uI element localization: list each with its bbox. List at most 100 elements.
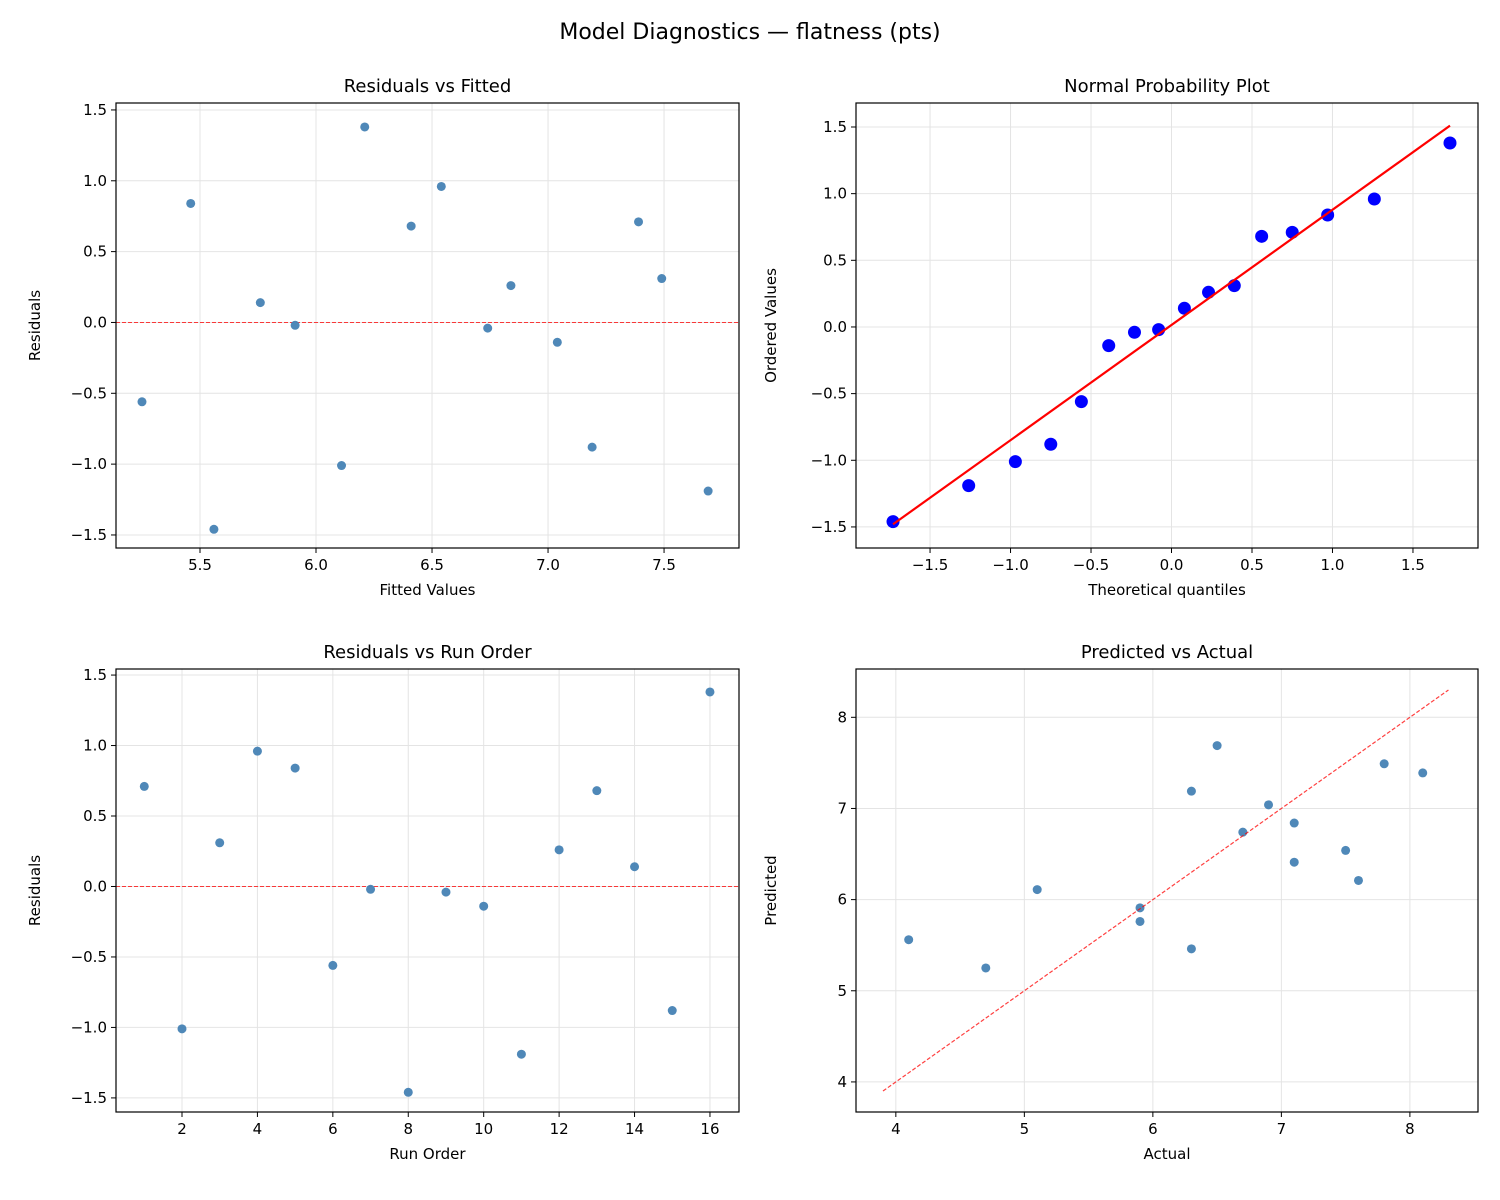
data-point: [337, 461, 347, 471]
subplot-3: 2 4 6 8 10 12 14 16 −1.5 −1.0 −0.5 0.0 0.5 1.0 1.5 Resi…: [26, 642, 740, 1163]
axes-frame: [855, 102, 1479, 549]
y-axis-label: Predicted: [762, 855, 780, 925]
x-tick-label: −1.0: [992, 556, 1028, 574]
x-tick-label: −0.5: [1073, 556, 1109, 574]
y-tick-label: 1.5: [83, 666, 107, 684]
data-point: [1177, 301, 1191, 315]
subplot-title: Predicted vs Actual: [1081, 642, 1253, 663]
data-point: [1367, 192, 1381, 206]
data-point: [406, 221, 416, 231]
x-tick-label: 6.0: [304, 556, 328, 574]
data-point: [1127, 325, 1141, 339]
data-point: [209, 524, 219, 534]
x-tick-label: 6.5: [420, 556, 444, 574]
y-tick-label: −0.5: [811, 385, 847, 403]
data-point: [1044, 437, 1058, 451]
reference-line: [892, 124, 1451, 526]
axes-frame: [115, 102, 740, 549]
figure-title: Model Diagnostics — flatness (pts): [559, 20, 941, 45]
x-tick-label: 7.0: [536, 556, 560, 574]
y-tick-label: 0.5: [83, 243, 107, 261]
data-point: [1212, 741, 1222, 751]
data-point: [290, 763, 300, 773]
x-tick-label: −1.5: [912, 556, 948, 574]
data-point: [1289, 818, 1299, 828]
data-point: [177, 1024, 187, 1034]
data-point: [1202, 285, 1216, 299]
data-point: [137, 397, 147, 407]
data-point: [441, 887, 451, 897]
axes-frame: [855, 668, 1479, 1113]
y-tick-label: 6: [837, 891, 847, 909]
y-axis-label: Residuals: [26, 290, 44, 361]
data-point: [1264, 800, 1274, 810]
x-tick-label: 5: [1020, 1120, 1030, 1138]
x-tick-label: 8: [403, 1120, 413, 1138]
data-point: [516, 1049, 526, 1059]
x-tick-label: 7: [1277, 1120, 1287, 1138]
data-point: [252, 746, 262, 756]
y-tick-label: 5: [837, 982, 847, 1000]
x-axis-label: Fitted Values: [380, 581, 476, 599]
y-tick-label: 1.0: [83, 737, 107, 755]
x-tick-label: 0.5: [1240, 556, 1264, 574]
y-tick-label: 1.5: [823, 118, 847, 136]
data-point: [483, 323, 493, 333]
data-point: [657, 274, 667, 284]
y-tick-label: 0.5: [823, 251, 847, 269]
x-tick-label: 1.0: [1321, 556, 1345, 574]
data-point: [1285, 225, 1299, 239]
y-tick-label: 0.0: [83, 877, 107, 895]
data-point: [667, 1006, 677, 1016]
data-point: [479, 901, 489, 911]
data-point: [1289, 857, 1299, 867]
y-axis-label: Residuals: [26, 855, 44, 926]
x-tick-label: 8: [1405, 1120, 1415, 1138]
data-point: [634, 217, 644, 227]
y-tick-label: −1.5: [71, 1089, 107, 1107]
data-point: [592, 786, 602, 796]
data-point: [962, 479, 976, 493]
data-point: [630, 862, 640, 872]
data-point: [1238, 827, 1248, 837]
data-point: [1032, 885, 1042, 895]
y-tick-label: 1.0: [823, 185, 847, 203]
data-point: [403, 1087, 413, 1097]
data-point: [215, 838, 225, 848]
data-point: [552, 337, 562, 347]
data-point: [290, 320, 300, 330]
y-tick-label: 1.5: [83, 101, 107, 119]
data-point: [1379, 759, 1389, 769]
subplot-title: Residuals vs Fitted: [344, 76, 512, 97]
y-tick-label: 0.5: [83, 807, 107, 825]
data-point: [436, 181, 446, 191]
x-tick-label: 4: [253, 1120, 263, 1138]
x-tick-label: 12: [550, 1120, 569, 1138]
x-axis-label: Theoretical quantiles: [1087, 581, 1246, 599]
data-point: [1102, 339, 1116, 353]
x-tick-label: 1.5: [1401, 556, 1425, 574]
data-point: [1135, 916, 1145, 926]
subplot-4: 4 5 6 7 8 4 5 6 7 8 Predicted vs Actual Actual Predi…: [762, 642, 1479, 1163]
y-tick-label: 1.0: [83, 172, 107, 190]
data-point: [1008, 455, 1022, 469]
x-tick-label: 2: [177, 1120, 187, 1138]
subplot-1: 5.5 6.0 6.5 7.0 7.5 −1.5 −1.0 −0.5 0.0 0.5 1.0 1.5 R…: [26, 76, 740, 599]
data-point: [587, 442, 597, 452]
x-tick-label: 7.5: [652, 556, 676, 574]
y-tick-label: −0.5: [71, 384, 107, 402]
x-tick-label: 10: [474, 1120, 493, 1138]
y-tick-label: −1.5: [811, 518, 847, 536]
data-point: [1074, 395, 1088, 409]
x-tick-label: 5.5: [188, 556, 212, 574]
y-tick-label: −1.0: [71, 1018, 107, 1036]
x-tick-label: 6: [328, 1120, 338, 1138]
data-point: [366, 884, 376, 894]
y-axis-label: Ordered Values: [762, 268, 780, 383]
reference-line: [882, 689, 1449, 1092]
y-tick-label: −1.5: [71, 526, 107, 544]
y-tick-label: 7: [837, 799, 847, 817]
data-point: [1135, 903, 1145, 913]
